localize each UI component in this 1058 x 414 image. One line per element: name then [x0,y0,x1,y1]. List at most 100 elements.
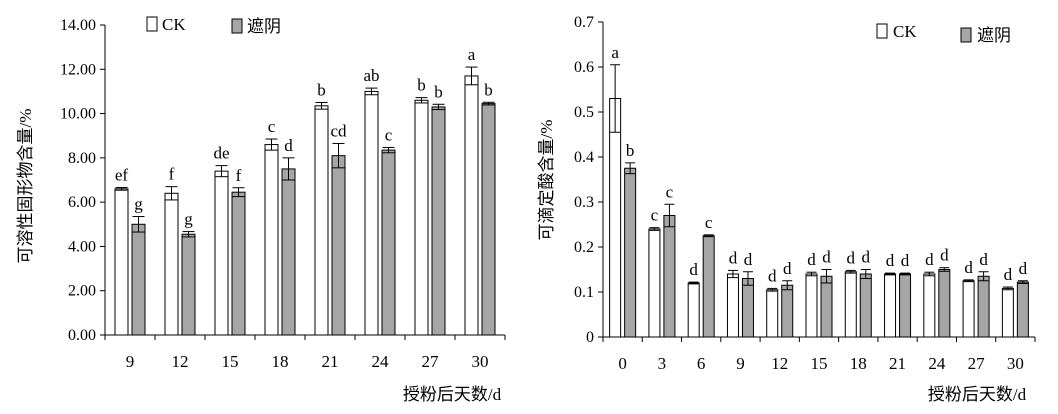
bar-ck [962,280,975,338]
legend-label-ck: CK [162,15,186,34]
bar-shade [381,149,396,336]
significance-label: d [925,250,934,269]
x-tick-label: 24 [928,354,946,373]
bar-ck [884,273,897,338]
legend-label-ck: CK [893,22,917,41]
significance-label: b [484,80,493,99]
x-tick-label: 27 [422,352,440,371]
x-tick-label: 24 [372,352,390,371]
significance-label: b [434,82,443,101]
y-tick-label: 8.00 [68,150,96,167]
y-tick-label: 0.2 [574,239,594,256]
y-tick-label: 6.00 [68,194,96,211]
x-tick-label: 6 [697,354,706,373]
significance-label: d [847,248,856,267]
significance-label: d [783,259,792,278]
legend: CK 遮阴 [876,22,1011,45]
x-tick-labels: 0 3 6 9 12 15 18 21 24 27 30 [618,354,1023,373]
bar-ck [726,273,739,338]
legend-swatch-shade [960,27,972,43]
y-tick-label: 2.00 [68,283,96,300]
y-tick-label: 0.7 [574,14,594,31]
significance-label: d [901,251,910,270]
significance-label: d [768,266,777,285]
bar-ck [314,105,329,336]
significance-label: b [626,141,635,160]
y-tick-label: 12.00 [60,61,96,78]
bar-shade [181,233,196,336]
bar-ck [609,98,622,338]
y-axis-title: 可滴定酸含量/% [537,120,556,241]
x-tick-label: 9 [126,352,135,371]
significance-label: d [744,250,753,269]
legend-swatch-shade [231,18,243,34]
bar-shade [938,269,951,338]
bar-shade [231,191,246,336]
y-tick-label: 14.00 [60,17,96,34]
significance-label: c [385,125,393,144]
significance-label: d [1004,265,1013,284]
significance-label: d [689,260,698,279]
legend: CK 遮阴 [146,15,281,36]
x-tick-label: 30 [472,352,489,371]
x-tick-label: 21 [889,354,906,373]
x-tick-label: 15 [222,352,239,371]
bar-ck [114,188,129,336]
significance-label: c [705,213,713,232]
significance-label: a [611,43,619,62]
bar-shade [741,278,754,338]
legend-swatch-ck [876,23,888,39]
y-tick-label: 0.6 [574,59,594,76]
y-tick-label: 0 [586,329,594,346]
bar-ck [648,228,661,338]
y-tick-label: 0.1 [574,284,594,301]
legend-swatch-ck [146,16,158,32]
y-tick-label: 0.00 [68,327,96,344]
bar-shade [820,275,833,338]
y-tick-label: 4.00 [68,238,96,255]
bar-shade [431,106,446,336]
significance-label: d [729,248,738,267]
significance-label: d [940,246,949,265]
bar-shade [899,273,912,338]
y-axis-title: 可溶性固形物含量/% [16,109,35,264]
bar-ck [214,170,229,336]
bar-ck [805,273,818,338]
bar-ck [687,282,700,338]
x-tick-label: 12 [172,352,189,371]
significance-label: g [134,195,143,214]
y-tick-label: 0.3 [574,194,594,211]
significance-label: ef [115,166,129,185]
bar-shade [977,275,990,338]
significance-label: c [666,182,674,201]
bar-ck [164,192,179,336]
chart-soluble-solids: 可溶性固形物含量/% 0.00 2.00 4.00 6.00 8.00 10.00 12.0… [16,15,506,404]
x-axis-title: 授粉后天数/d [928,385,1027,404]
x-tick-label: 18 [272,352,289,371]
significance-label: f [236,166,242,185]
significance-label: ab [363,66,379,85]
significance-label: b [317,81,326,100]
bar-ck [766,289,779,338]
y-tick-label: 10.00 [60,106,96,123]
x-tick-label: 0 [618,354,627,373]
significance-label: d [964,258,973,277]
significance-label: d [979,250,988,269]
x-tick-label: 15 [811,354,828,373]
bar-shade [781,284,794,338]
significance-label: d [822,248,831,267]
bar-ck [364,90,379,336]
significance-label: a [468,45,476,64]
bar-shade [481,103,496,336]
x-tick-label: 18 [850,354,867,373]
x-tick-labels: 9 12 15 18 21 24 27 30 [126,352,489,371]
x-tick-label: 9 [736,354,745,373]
legend-label-shade: 遮阴 [977,26,1011,45]
bar-shade [859,273,872,338]
y-tick-label: 0.5 [574,104,594,121]
bar-ck [464,75,479,336]
